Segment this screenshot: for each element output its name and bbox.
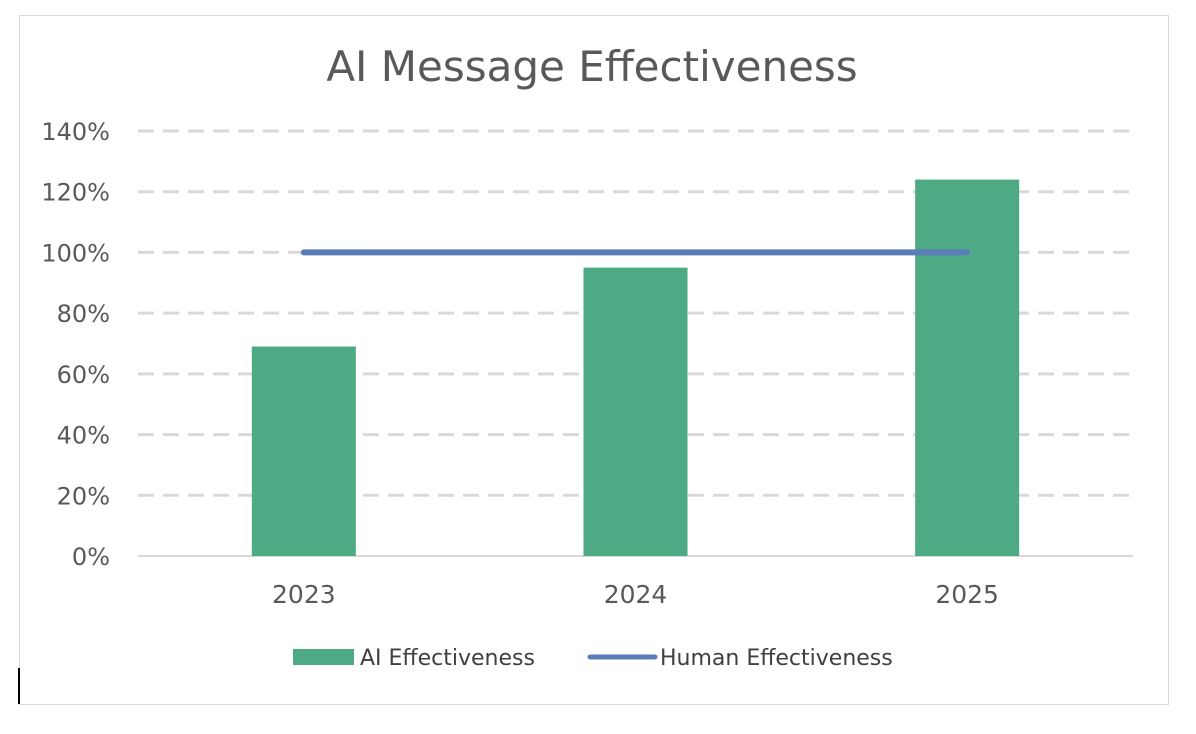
legend-label-human-effectiveness: Human Effectiveness	[660, 646, 893, 671]
x-tick-label: 2025	[935, 580, 999, 609]
y-tick-label: 80%	[57, 300, 110, 328]
y-tick-label: 0%	[72, 543, 110, 571]
x-axis-ticks: 2023 2024 2025	[272, 580, 999, 609]
bar-2025	[915, 179, 1020, 557]
y-tick-label: 100%	[41, 239, 110, 267]
legend-swatch-ai-effectiveness	[293, 649, 354, 665]
x-tick-label: 2023	[272, 580, 336, 609]
y-tick-label: 120%	[41, 179, 110, 207]
y-tick-label: 140%	[41, 118, 110, 146]
bar-2023	[251, 346, 356, 556]
y-tick-label: 60%	[57, 361, 110, 389]
legend: AI Effectiveness Human Effectiveness	[293, 646, 893, 671]
x-tick-label: 2024	[604, 580, 668, 609]
bar-series	[251, 179, 1020, 557]
y-axis-ticks: 0% 20% 40% 60% 80% 100% 120% 140%	[41, 118, 110, 571]
y-tick-label: 20%	[57, 482, 110, 510]
bar-2024	[583, 267, 688, 556]
y-tick-label: 40%	[57, 422, 110, 450]
legend-label-ai-effectiveness: AI Effectiveness	[360, 646, 535, 671]
text-cursor	[18, 668, 20, 704]
chart-title: AI Message Effectiveness	[326, 42, 857, 91]
